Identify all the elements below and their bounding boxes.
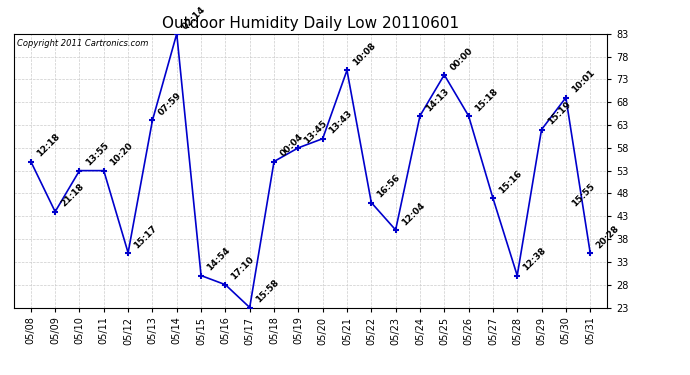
- Text: 00:00: 00:00: [448, 46, 475, 72]
- Text: 07:59: 07:59: [157, 91, 184, 118]
- Text: Copyright 2011 Cartronics.com: Copyright 2011 Cartronics.com: [17, 39, 148, 48]
- Text: 02:14: 02:14: [181, 4, 208, 31]
- Text: 13:45: 13:45: [302, 118, 329, 145]
- Text: 10:08: 10:08: [351, 41, 377, 68]
- Text: 21:18: 21:18: [59, 182, 86, 209]
- Text: 10:01: 10:01: [570, 68, 596, 95]
- Text: 15:19: 15:19: [546, 100, 573, 127]
- Text: 17:10: 17:10: [230, 255, 256, 282]
- Text: 15:18: 15:18: [473, 87, 500, 113]
- Title: Outdoor Humidity Daily Low 20110601: Outdoor Humidity Daily Low 20110601: [162, 16, 459, 31]
- Text: 14:13: 14:13: [424, 86, 451, 113]
- Text: 13:55: 13:55: [83, 141, 110, 168]
- Text: 15:16: 15:16: [497, 169, 524, 195]
- Text: 00:04: 00:04: [278, 132, 304, 159]
- Text: 12:04: 12:04: [400, 201, 426, 227]
- Text: 15:58: 15:58: [254, 278, 280, 305]
- Text: 12:18: 12:18: [35, 132, 61, 159]
- Text: 13:43: 13:43: [327, 109, 353, 136]
- Text: 14:54: 14:54: [205, 246, 232, 273]
- Text: 15:55: 15:55: [570, 182, 597, 209]
- Text: 12:38: 12:38: [522, 246, 548, 273]
- Text: 16:56: 16:56: [375, 173, 402, 200]
- Text: 15:17: 15:17: [132, 223, 159, 250]
- Text: 10:20: 10:20: [108, 141, 135, 168]
- Text: 20:28: 20:28: [594, 224, 621, 250]
